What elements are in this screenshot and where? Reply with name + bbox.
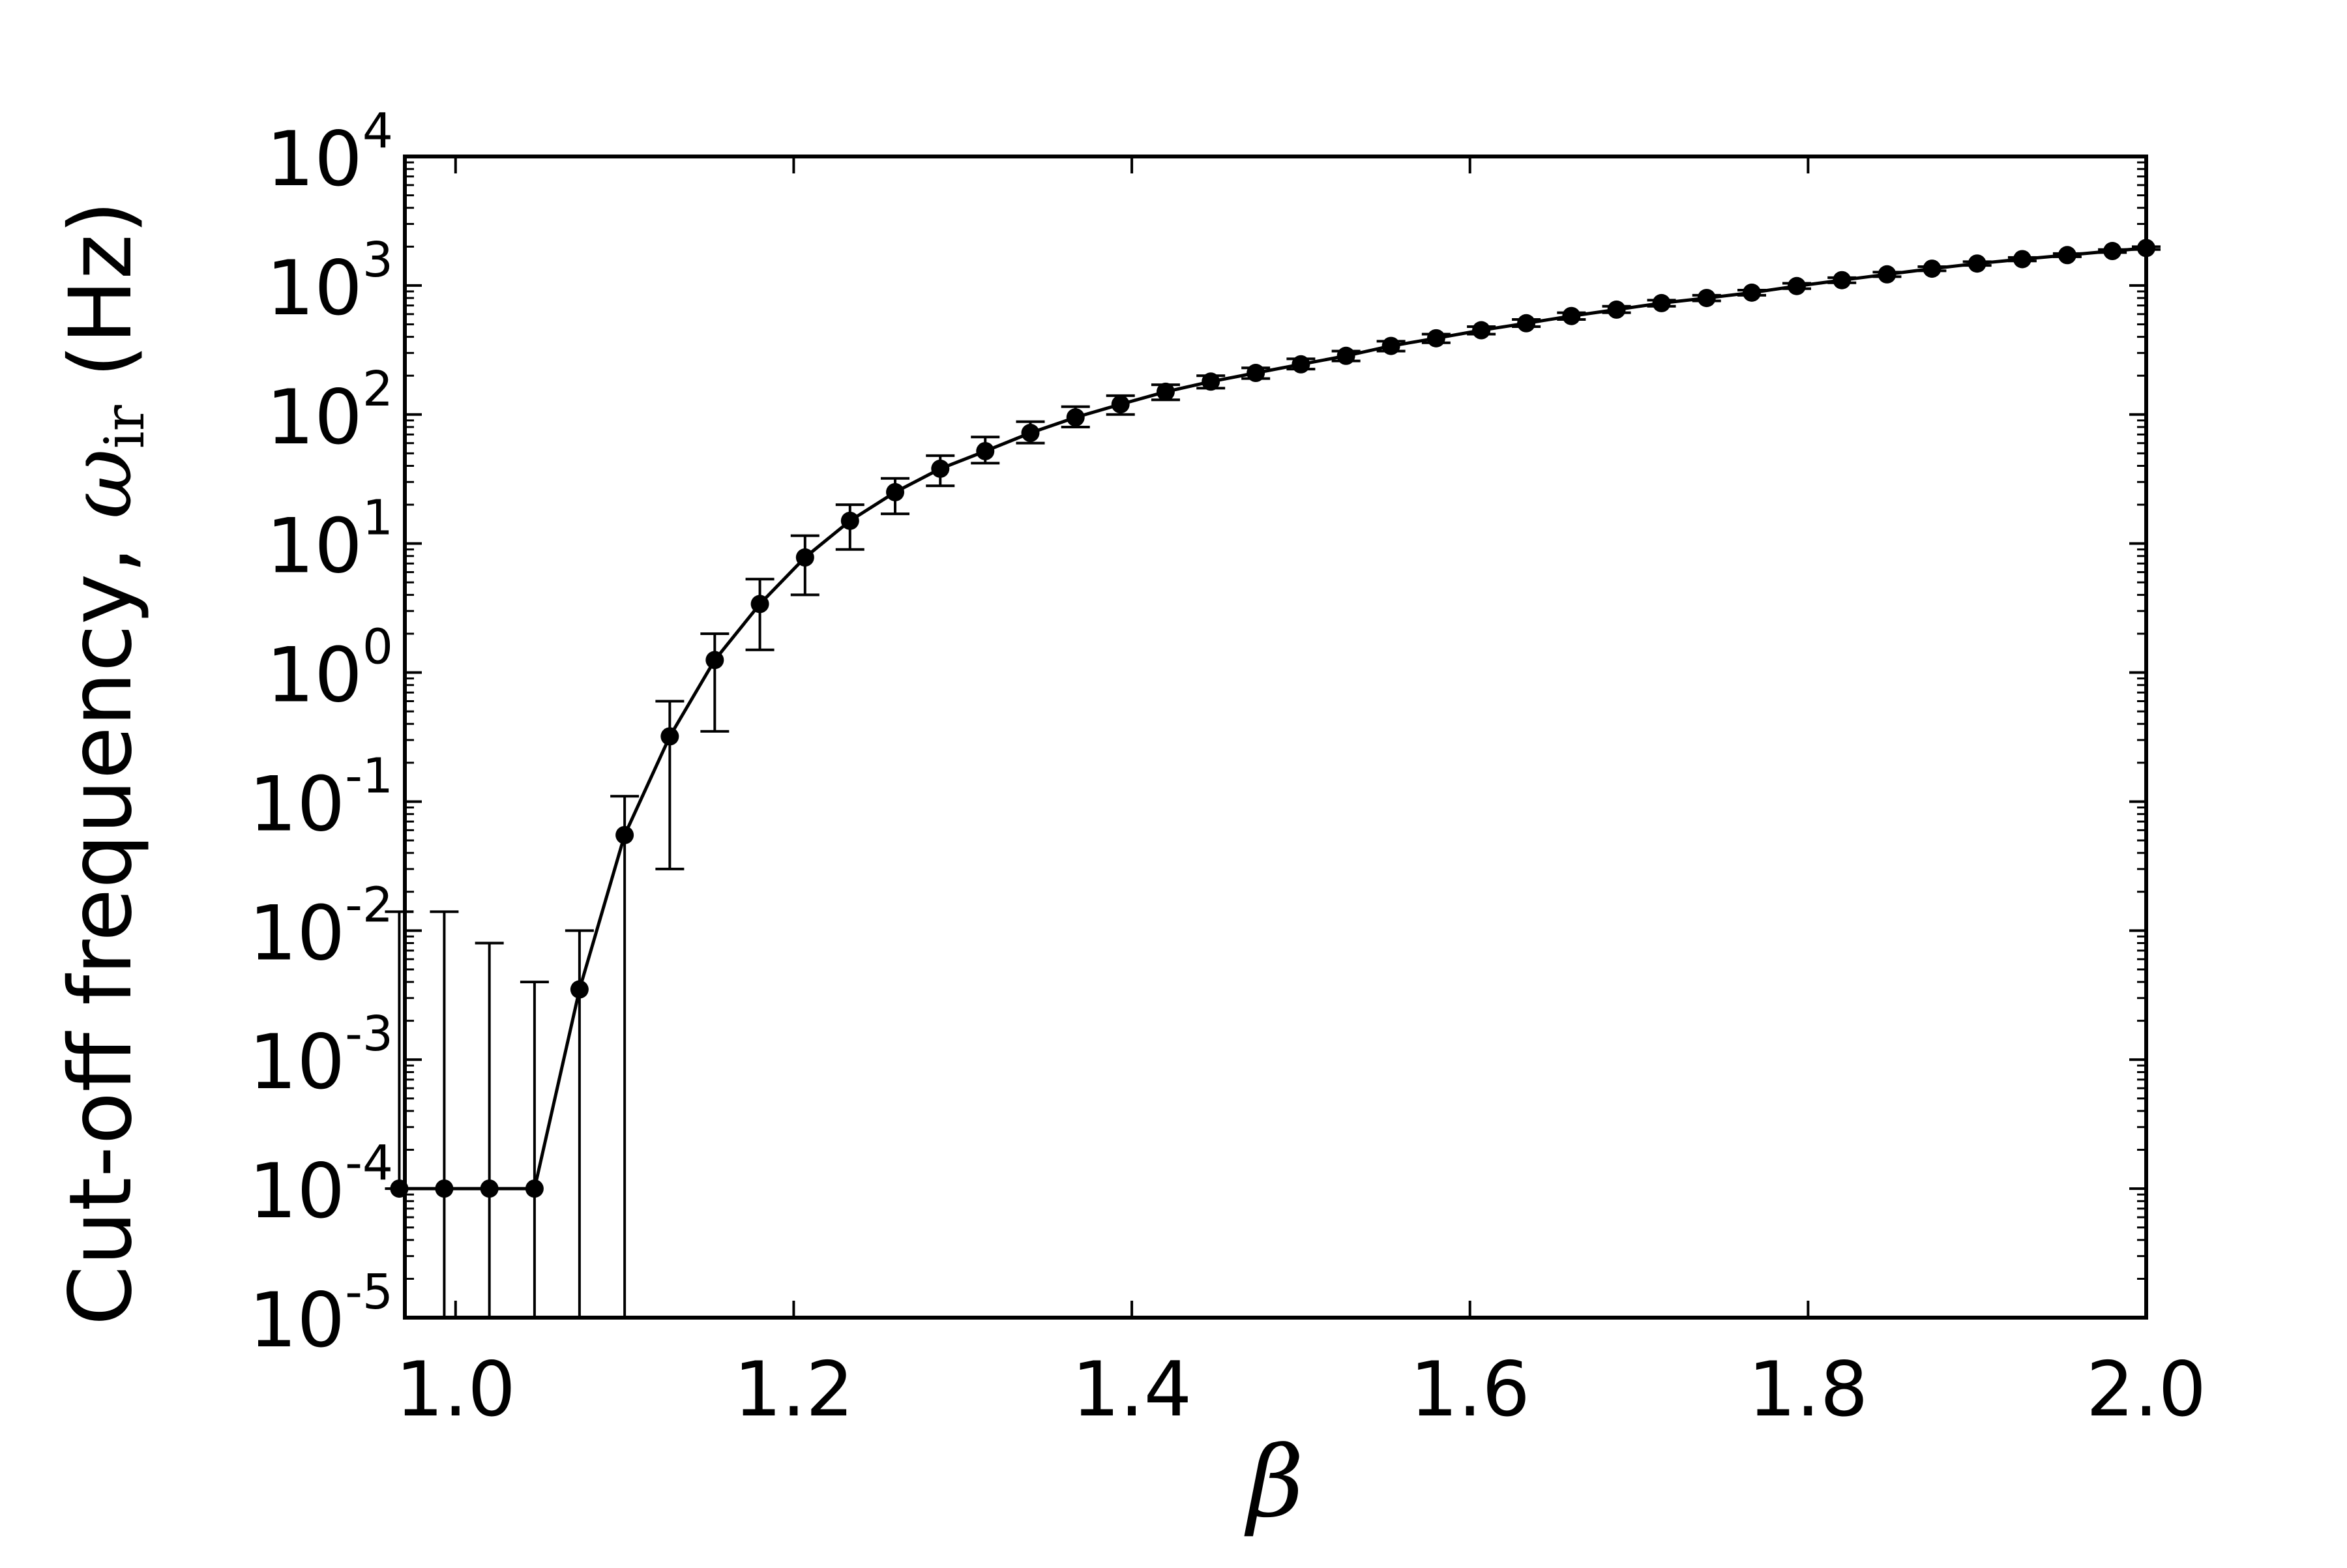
y-tick-label-exponent: 3 xyxy=(362,232,393,288)
data-point xyxy=(1562,306,1581,325)
y-tick-label-base: 10 xyxy=(249,889,346,977)
data-point xyxy=(1472,321,1491,340)
data-point xyxy=(1247,364,1265,383)
data-point xyxy=(2013,250,2031,269)
data-point xyxy=(435,1179,454,1198)
y-tick-label: 100 xyxy=(266,619,393,720)
y-tick-label-base: 10 xyxy=(266,374,362,462)
error-bar xyxy=(430,910,459,1318)
data-point xyxy=(570,980,589,999)
y-tick-label: 102 xyxy=(266,361,393,462)
data-point xyxy=(1292,355,1310,374)
y-tick-label-exponent: -1 xyxy=(345,748,393,804)
error-bar xyxy=(700,632,730,733)
data-point xyxy=(1426,329,1445,348)
data-point xyxy=(1607,300,1626,319)
data-point xyxy=(1111,395,1130,414)
y-tick-label: 101 xyxy=(266,490,393,591)
y-axis-label: Cut-off frequency, ωir (Hz) xyxy=(51,201,156,1325)
y-tick-label: 104 xyxy=(266,103,393,203)
data-point xyxy=(976,441,995,460)
y-tick-label-exponent: 1 xyxy=(362,490,393,546)
y-tick-label-exponent: 0 xyxy=(362,619,393,675)
data-point xyxy=(705,651,724,670)
data-point xyxy=(1743,283,1762,302)
y-tick-label-exponent: -4 xyxy=(345,1135,393,1191)
y-tick-label: 10-2 xyxy=(249,877,393,977)
data-point xyxy=(1517,314,1536,333)
y-tick-label-exponent: -5 xyxy=(345,1264,393,1320)
x-tick-label: 1.4 xyxy=(1072,1346,1192,1434)
data-point xyxy=(1923,259,1941,278)
y-tick-label-base: 10 xyxy=(249,1277,346,1365)
data-point xyxy=(840,511,859,530)
data-point xyxy=(1381,336,1400,355)
x-tick-label: 1.0 xyxy=(396,1346,516,1434)
y-tick-label: 10-5 xyxy=(249,1264,393,1365)
data-point xyxy=(2103,242,2122,261)
y-tick-label: 10-4 xyxy=(249,1135,393,1235)
y-tick-label: 10-3 xyxy=(249,1006,393,1106)
y-tick-label-base: 10 xyxy=(249,760,346,848)
x-tick-label: 1.2 xyxy=(733,1346,853,1434)
y-axis-label-subscript: ir xyxy=(93,404,156,449)
data-point xyxy=(1652,293,1671,312)
data-point xyxy=(480,1179,499,1198)
series-layer xyxy=(385,239,2161,1318)
y-tick-label-exponent: -2 xyxy=(345,877,393,933)
error-bar xyxy=(610,795,640,1318)
y-axis-label-suffix: (Hz) xyxy=(51,201,151,406)
data-point xyxy=(1156,382,1175,401)
y-tick-label: 103 xyxy=(266,232,393,333)
x-tick-label: 1.8 xyxy=(1748,1346,1868,1434)
data-point xyxy=(1066,408,1085,427)
data-point xyxy=(1697,289,1716,308)
data-point xyxy=(886,482,905,501)
y-tick-label-base: 10 xyxy=(266,244,362,333)
y-tick-label-exponent: -3 xyxy=(345,1006,393,1062)
data-point xyxy=(1021,424,1040,443)
y-tick-label-base: 10 xyxy=(249,1147,346,1235)
data-point xyxy=(615,825,634,844)
error-bar xyxy=(745,578,775,651)
data-point xyxy=(931,459,950,478)
data-point xyxy=(1968,254,1986,273)
y-tick-label-base: 10 xyxy=(266,115,362,203)
data-point xyxy=(1202,372,1220,391)
x-axis-label: β xyxy=(1244,1426,1304,1539)
data-point xyxy=(1878,265,1897,284)
data-point xyxy=(750,595,769,614)
data-point xyxy=(525,1179,544,1198)
y-tick-label-base: 10 xyxy=(266,632,362,720)
y-tick-label: 10-1 xyxy=(249,748,393,848)
error-bar xyxy=(520,981,549,1318)
y-tick-label-exponent: 4 xyxy=(362,103,393,159)
x-tick-label: 2.0 xyxy=(2086,1346,2206,1434)
plot-frame xyxy=(403,155,2148,1320)
series-line xyxy=(399,246,2147,1191)
data-point xyxy=(1336,346,1355,365)
y-axis-label-symbol: ω xyxy=(51,449,151,519)
data-point xyxy=(795,548,814,567)
y-tick-label-exponent: 2 xyxy=(362,361,393,417)
y-tick-label-base: 10 xyxy=(249,1018,346,1106)
x-tick-label: 1.6 xyxy=(1410,1346,1529,1434)
y-axis-label-prefix: Cut-off frequency, xyxy=(51,519,151,1325)
x-tick-labels: 1.0 1.2 1.4 1.6 1.8 2.0 xyxy=(396,1346,2207,1434)
data-point xyxy=(1833,271,1852,289)
data-point xyxy=(2058,246,2076,265)
y-tick-label-base: 10 xyxy=(266,503,362,591)
data-point xyxy=(1787,276,1806,295)
error-bar xyxy=(475,941,504,1318)
data-point xyxy=(660,727,679,746)
